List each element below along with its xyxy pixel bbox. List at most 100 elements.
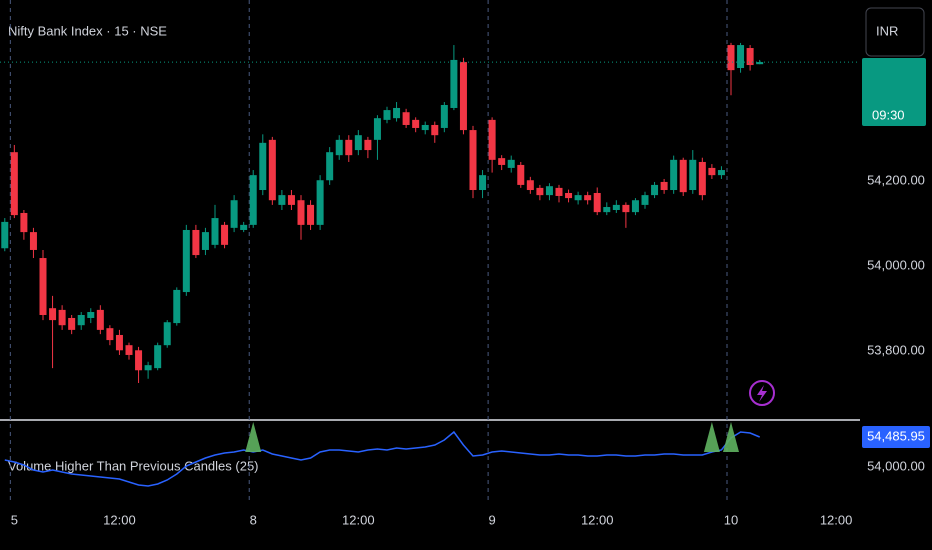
y-tick-label: 54,000.00 [867,458,925,473]
candle-body [249,175,257,225]
candle-body [593,192,601,213]
candle-body [498,158,506,165]
x-tick-label: 5 [11,512,18,527]
x-tick-label: 12:00 [581,512,614,527]
candle-body [68,317,76,330]
y-tick-label: 54,200.00 [867,173,925,188]
candle-body [144,365,152,371]
candle-body [670,159,678,191]
candle-body [307,204,315,225]
candle-body [364,139,372,151]
last-value-badge [862,425,930,448]
indicator-line [4,430,760,487]
candle-body [651,184,659,196]
candle-body [326,152,334,181]
candle-body [698,161,706,196]
candle-body [622,204,630,213]
candle-body [469,130,477,191]
candle-body [565,192,573,199]
candle-body [58,309,66,326]
candle-body [574,195,582,201]
candle-body [115,334,123,351]
candle-body [287,195,295,205]
x-tick-label: 10 [724,512,738,527]
y-tick-label: 53,800.00 [867,343,925,358]
candle-body [536,187,544,196]
candle-body [154,345,162,369]
candle-body [631,200,639,213]
candle-body [297,200,305,225]
signal-triangle [723,422,739,452]
candle-body [201,232,209,250]
candle-body [708,167,716,176]
candle-body [268,139,276,201]
candle-body [39,258,47,315]
currency-label[interactable]: INR [876,23,898,38]
candle-body [29,232,37,250]
candle-body [77,315,85,326]
candle-body [526,180,534,191]
alert-circle[interactable] [749,380,775,406]
candle-body [584,195,592,201]
y-tick-label: 54,000.00 [867,258,925,273]
x-tick-label: 12:00 [342,512,375,527]
last-price-badge [862,58,926,126]
candle-body [335,139,343,156]
candle-body [125,345,133,355]
candle-body [488,119,496,160]
chart-title: Nifty Bank Index · 15 · NSE [8,23,167,38]
candle-body [278,195,286,205]
candle-body [259,142,267,191]
candle-body [373,118,381,140]
signal-triangle [245,422,262,452]
candle-body [689,159,697,191]
candle-body [679,159,687,193]
countdown: 09:30 [872,107,905,122]
candle-body [440,105,448,128]
candle-body [737,45,745,69]
candle-body [173,289,181,324]
candle-body [182,229,190,293]
candle-body [135,350,143,371]
candle-body [354,135,362,151]
candle-body [412,119,420,128]
candle-body [49,308,57,321]
candle-body [545,186,553,196]
candle-body [221,224,229,245]
candle-body [517,164,525,185]
x-tick-label: 9 [488,512,495,527]
candle-body [87,312,95,318]
candle-body [230,200,238,228]
x-tick-label: 12:00 [103,512,136,527]
candle-body [479,175,487,191]
candle-body [727,45,735,71]
candle-body [402,112,410,125]
candle-body [421,124,429,131]
x-tick-label: 8 [250,512,257,527]
signal-triangle [703,422,720,452]
candle-body [746,48,754,66]
candle-body [717,170,725,176]
candle-body [459,62,467,131]
last-value-label: 54,485.95 [867,428,925,443]
candle-body [96,309,104,330]
candle-body [20,212,28,233]
candle-body [612,204,620,210]
candle-body [383,110,391,120]
candle-body [240,224,248,230]
candle-body [211,218,219,245]
candle-body [555,187,563,196]
candle-body [507,159,515,168]
alert-icon[interactable] [749,380,775,406]
candle-body [641,195,649,205]
candle-body [603,207,611,213]
candle-body [106,328,114,341]
candle-body [756,62,764,65]
candle-body [192,229,200,256]
candle-body [345,139,353,156]
candle-body [393,107,401,119]
alert-bolt[interactable] [757,385,767,402]
currency-button[interactable] [865,7,925,57]
